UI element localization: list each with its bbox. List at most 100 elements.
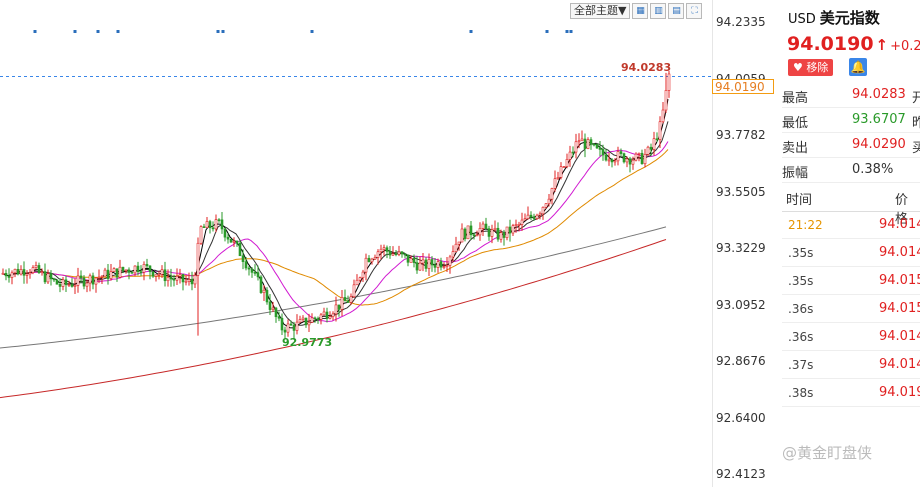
- candle-body: [229, 238, 233, 243]
- candle-body: [598, 147, 602, 150]
- expand-icon[interactable]: ▦: [632, 3, 649, 19]
- current-price-tag: 94.0190: [712, 79, 774, 94]
- event-marker: [116, 30, 120, 33]
- stat-extra: 开: [912, 91, 920, 106]
- last-price-row: 94.0190↑+0.28: [787, 33, 920, 55]
- stat-row: 最低 93.6707 昨: [782, 107, 920, 133]
- candle-body: [466, 225, 470, 240]
- candle-body: [7, 275, 11, 278]
- candle-body: [265, 289, 269, 303]
- candle-body: [307, 322, 311, 326]
- candle-body: [541, 206, 545, 215]
- stat-value: 94.0290: [852, 137, 906, 152]
- candle-body: [526, 214, 530, 219]
- candle-body: [157, 273, 161, 276]
- candle-body: [469, 225, 473, 236]
- fullscreen-icon[interactable]: ⛶: [686, 3, 703, 19]
- candle-body: [313, 317, 317, 320]
- candle-body: [52, 278, 56, 281]
- stat-extra: 昨: [912, 116, 920, 131]
- candle-body: [208, 221, 212, 229]
- candle-body: [595, 144, 599, 149]
- tick-time: .36s: [788, 330, 814, 344]
- candle-body: [31, 267, 35, 273]
- candle-body: [547, 198, 551, 205]
- candle-body: [418, 262, 422, 271]
- time-column-header: 时间: [786, 193, 813, 208]
- candle-body: [70, 284, 74, 287]
- candle-body: [661, 109, 665, 123]
- candle-body: [562, 166, 566, 168]
- candle-body: [616, 151, 620, 162]
- remove-watchlist-button[interactable]: ♥ 移除: [788, 59, 834, 76]
- candle-body: [211, 227, 215, 230]
- kline-chart[interactable]: 94.0283 92.9773 全部主题▼ ▦ ▥ ▤ ⛶: [0, 0, 712, 487]
- candle-body: [190, 279, 194, 285]
- candle-body: [88, 275, 92, 284]
- candle-body: [412, 258, 416, 263]
- candle-body: [166, 276, 170, 282]
- candle-body: [79, 275, 83, 279]
- candle-body: [394, 253, 398, 255]
- candle-body: [637, 152, 641, 155]
- candle-body: [322, 311, 326, 316]
- candle-body: [73, 285, 77, 287]
- price-axis-tick: 92.8676: [716, 354, 766, 368]
- tick-row: .35s 94.014: [782, 239, 920, 267]
- candle-body: [652, 138, 656, 150]
- tick-row: .37s 94.014: [782, 351, 920, 379]
- candle-body: [112, 268, 116, 272]
- candle-body: [274, 307, 278, 318]
- candle-body: [601, 149, 605, 156]
- candle-body: [121, 266, 125, 271]
- candle-body: [67, 284, 71, 286]
- candle-body: [490, 229, 494, 237]
- candle-body: [130, 272, 134, 274]
- last-price: 94.0190: [787, 33, 874, 55]
- candle-body: [262, 289, 266, 293]
- tick-row: .36s 94.015: [782, 295, 920, 323]
- candle-body: [91, 275, 95, 285]
- candle-body: [364, 257, 368, 273]
- candle-body: [301, 317, 305, 320]
- candle-body: [250, 268, 254, 273]
- candle-body: [178, 274, 182, 277]
- candle-body: [559, 166, 563, 178]
- event-marker: [310, 30, 314, 33]
- candle-body: [658, 121, 662, 140]
- candle-body: [160, 269, 164, 275]
- candle-body: [100, 275, 104, 278]
- candle-body: [13, 268, 17, 274]
- candle-body: [232, 240, 236, 243]
- event-marker: [96, 30, 100, 33]
- candle-body: [532, 216, 536, 219]
- candle-body: [424, 259, 428, 269]
- candlestick-plot[interactable]: 94.0283 92.9773: [0, 0, 712, 487]
- candle-body: [496, 227, 500, 240]
- ma60-line: [1, 149, 669, 306]
- candle-type-icon[interactable]: ▥: [650, 3, 667, 19]
- symbol-header: USD 美元指数: [788, 7, 880, 28]
- candle-body: [385, 247, 389, 252]
- theme-dropdown[interactable]: 全部主题▼: [570, 3, 631, 19]
- stat-row: 振幅 0.38%: [782, 157, 920, 183]
- stat-value: 94.0283: [852, 87, 906, 102]
- candle-body: [205, 221, 209, 228]
- bell-icon[interactable]: 🔔: [849, 58, 867, 76]
- candle-body: [463, 228, 467, 240]
- candle-body: [280, 317, 284, 331]
- candle-body: [169, 276, 173, 280]
- candle-body: [352, 284, 356, 298]
- candle-body: [544, 203, 548, 208]
- candle-body: [277, 316, 281, 319]
- candle-body: [409, 258, 413, 263]
- event-marker: [221, 30, 225, 33]
- candle-body: [625, 158, 629, 163]
- split-icon[interactable]: ▤: [668, 3, 685, 19]
- candle-body: [436, 261, 440, 268]
- candle-body: [553, 178, 557, 189]
- candle-body: [355, 279, 359, 286]
- candle-body: [40, 271, 44, 273]
- candle-body: [622, 153, 626, 163]
- candle-body: [64, 279, 68, 286]
